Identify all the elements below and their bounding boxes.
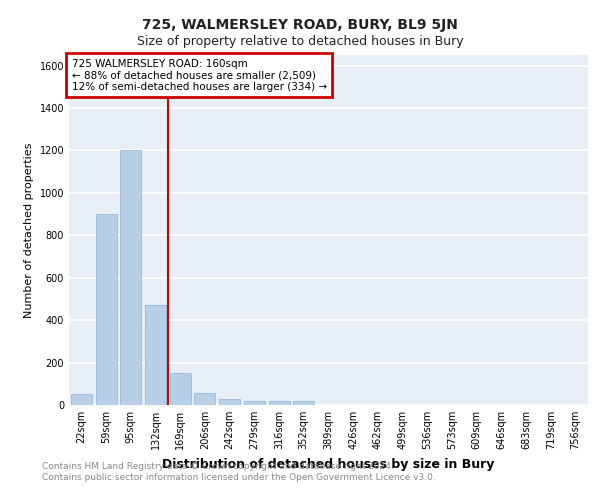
Bar <box>194 394 215 405</box>
Bar <box>95 214 116 405</box>
Text: 725, WALMERSLEY ROAD, BURY, BL9 5JN: 725, WALMERSLEY ROAD, BURY, BL9 5JN <box>142 18 458 32</box>
Y-axis label: Number of detached properties: Number of detached properties <box>24 142 34 318</box>
Text: 725 WALMERSLEY ROAD: 160sqm
← 88% of detached houses are smaller (2,509)
12% of : 725 WALMERSLEY ROAD: 160sqm ← 88% of det… <box>71 58 327 92</box>
Bar <box>244 401 265 405</box>
Bar <box>145 306 166 405</box>
Bar <box>71 394 92 405</box>
Bar <box>269 401 290 405</box>
Text: Contains HM Land Registry data © Crown copyright and database right 2024.
Contai: Contains HM Land Registry data © Crown c… <box>42 462 436 482</box>
Bar <box>170 373 191 405</box>
Bar <box>219 398 240 405</box>
Bar <box>120 150 141 405</box>
Bar <box>293 401 314 405</box>
X-axis label: Distribution of detached houses by size in Bury: Distribution of detached houses by size … <box>163 458 494 470</box>
Text: Size of property relative to detached houses in Bury: Size of property relative to detached ho… <box>137 35 463 48</box>
